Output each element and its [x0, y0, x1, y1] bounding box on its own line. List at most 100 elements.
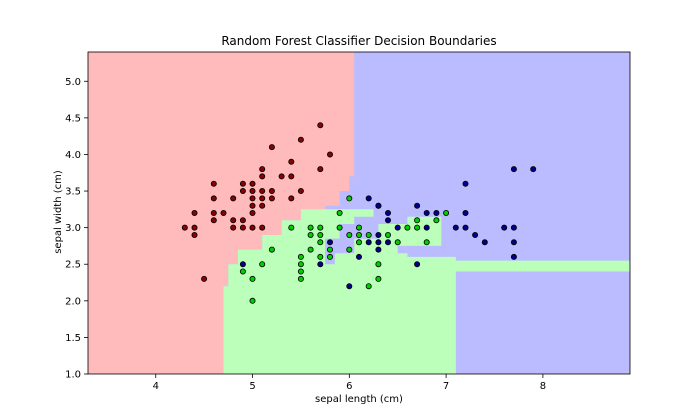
point-red: [249, 187, 256, 194]
point-red: [239, 187, 246, 194]
point-green: [433, 217, 440, 224]
point-green: [326, 246, 333, 253]
point-red: [249, 209, 256, 216]
point-green: [297, 253, 304, 260]
point-red: [259, 224, 266, 231]
point-blue: [317, 261, 324, 268]
y-tick-label: 2.5: [65, 260, 81, 271]
point-red: [230, 224, 237, 231]
decision-regions: [88, 52, 630, 374]
y-tick-label: 1.0: [65, 370, 81, 381]
point-blue: [414, 202, 421, 209]
point-red: [259, 195, 266, 202]
point-red: [326, 151, 333, 158]
point-red: [210, 180, 217, 187]
point-blue: [384, 239, 391, 246]
point-blue: [384, 209, 391, 216]
point-green: [249, 275, 256, 282]
y-tick-label: 4.0: [65, 150, 81, 161]
x-tick-label: 5: [249, 381, 255, 392]
point-green: [288, 224, 295, 231]
point-green: [355, 231, 362, 238]
point-green: [336, 209, 343, 216]
point-red: [297, 187, 304, 194]
point-blue: [452, 224, 459, 231]
point-green: [346, 231, 353, 238]
point-blue: [384, 217, 391, 224]
point-blue: [510, 239, 517, 246]
axes: 4 5 6 7 8 1.0 1.5 2.0 2.5 3.0 3.5 4.0 4.5 5.0: [65, 51, 631, 392]
point-green: [297, 261, 304, 268]
chart-title: Random Forest Classifier Decision Bounda…: [221, 34, 496, 48]
y-tick-label: 4.5: [65, 113, 81, 124]
region-green: [223, 209, 630, 374]
point-green: [326, 253, 333, 260]
point-red: [249, 195, 256, 202]
point-blue: [423, 224, 430, 231]
x-axis-label: sepal length (cm): [315, 394, 403, 405]
point-red: [259, 187, 266, 194]
point-green: [249, 297, 256, 304]
y-axis-label: sepal width (cm): [53, 170, 64, 254]
point-green: [307, 231, 314, 238]
point-red: [288, 173, 295, 180]
data-points: [181, 122, 537, 304]
y-tick-label: 2.0: [65, 296, 81, 307]
point-red: [210, 217, 217, 224]
point-blue: [530, 166, 537, 173]
x-tick-label: 8: [540, 381, 546, 392]
point-green: [346, 195, 353, 202]
point-green: [317, 253, 324, 260]
point-red: [317, 122, 324, 129]
point-green: [307, 224, 314, 231]
point-blue: [423, 209, 430, 216]
point-blue: [510, 253, 517, 260]
point-red: [259, 202, 266, 209]
point-red: [288, 158, 295, 165]
point-green: [355, 239, 362, 246]
point-blue: [326, 239, 333, 246]
point-green: [394, 239, 401, 246]
x-tick-label: 4: [153, 381, 159, 392]
point-blue: [510, 166, 517, 173]
y-tick-label: 3.5: [65, 187, 81, 198]
point-red: [239, 180, 246, 187]
point-blue: [375, 202, 382, 209]
point-red: [210, 209, 217, 216]
point-blue: [462, 209, 469, 216]
point-red: [317, 166, 324, 173]
point-blue: [481, 239, 488, 246]
point-green: [375, 261, 382, 268]
point-red: [230, 195, 237, 202]
point-blue: [394, 224, 401, 231]
point-blue: [346, 283, 353, 290]
point-green: [414, 217, 421, 224]
point-green: [297, 268, 304, 275]
point-red: [239, 224, 246, 231]
point-green: [307, 246, 314, 253]
point-blue: [433, 209, 440, 216]
point-blue: [375, 239, 382, 246]
point-green: [423, 239, 430, 246]
point-green: [404, 224, 411, 231]
point-red: [268, 195, 275, 202]
point-green: [317, 231, 324, 238]
point-green: [259, 261, 266, 268]
point-red: [210, 195, 217, 202]
point-green: [414, 224, 421, 231]
y-tick-label: 1.5: [65, 333, 81, 344]
point-blue: [365, 195, 372, 202]
point-red: [191, 209, 198, 216]
point-red: [259, 173, 266, 180]
point-red: [278, 173, 285, 180]
point-blue: [472, 231, 479, 238]
point-red: [297, 136, 304, 143]
y-tick-label: 5.0: [65, 77, 81, 88]
point-green: [336, 224, 343, 231]
point-blue: [375, 231, 382, 238]
point-green: [297, 275, 304, 282]
point-red: [249, 224, 256, 231]
point-red: [249, 202, 256, 209]
y-tick-label: 3.0: [65, 223, 81, 234]
